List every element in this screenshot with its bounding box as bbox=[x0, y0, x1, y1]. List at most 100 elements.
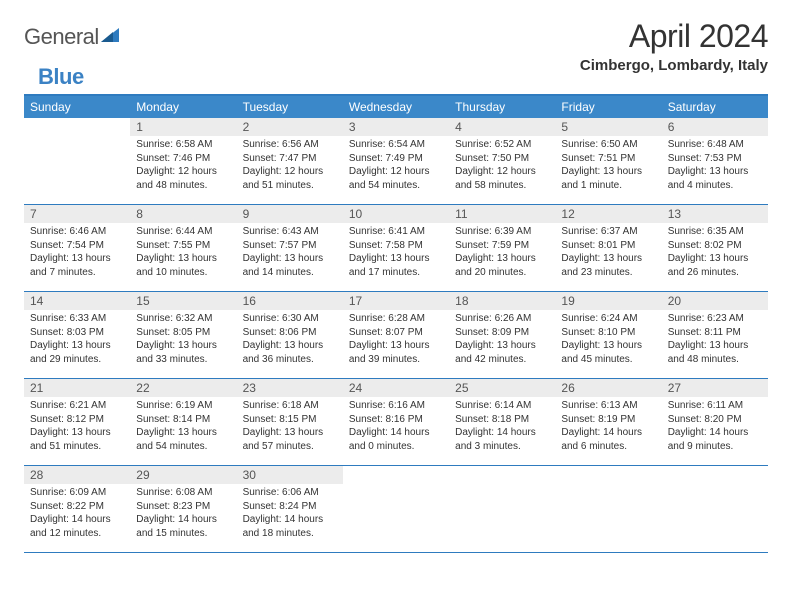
day-content: Sunrise: 6:16 AMSunset: 8:16 PMDaylight:… bbox=[343, 397, 449, 457]
day-cell: 30Sunrise: 6:06 AMSunset: 8:24 PMDayligh… bbox=[237, 466, 343, 552]
day-content: Sunrise: 6:37 AMSunset: 8:01 PMDaylight:… bbox=[555, 223, 661, 283]
week-header: SundayMondayTuesdayWednesdayThursdayFrid… bbox=[24, 96, 768, 118]
day-cell: 22Sunrise: 6:19 AMSunset: 8:14 PMDayligh… bbox=[130, 379, 236, 465]
day-number: 24 bbox=[343, 379, 449, 397]
day-cell: 20Sunrise: 6:23 AMSunset: 8:11 PMDayligh… bbox=[662, 292, 768, 378]
day-cell: 10Sunrise: 6:41 AMSunset: 7:58 PMDayligh… bbox=[343, 205, 449, 291]
day-content: Sunrise: 6:48 AMSunset: 7:53 PMDaylight:… bbox=[662, 136, 768, 196]
day-content: Sunrise: 6:44 AMSunset: 7:55 PMDaylight:… bbox=[130, 223, 236, 283]
day-cell: 11Sunrise: 6:39 AMSunset: 7:59 PMDayligh… bbox=[449, 205, 555, 291]
day-number: 17 bbox=[343, 292, 449, 310]
empty-cell bbox=[662, 466, 768, 552]
day-cell: 4Sunrise: 6:52 AMSunset: 7:50 PMDaylight… bbox=[449, 118, 555, 204]
day-cell: 14Sunrise: 6:33 AMSunset: 8:03 PMDayligh… bbox=[24, 292, 130, 378]
day-number: 23 bbox=[237, 379, 343, 397]
day-header: Friday bbox=[555, 96, 661, 118]
day-cell: 8Sunrise: 6:44 AMSunset: 7:55 PMDaylight… bbox=[130, 205, 236, 291]
day-content: Sunrise: 6:11 AMSunset: 8:20 PMDaylight:… bbox=[662, 397, 768, 457]
day-number: 16 bbox=[237, 292, 343, 310]
day-cell: 26Sunrise: 6:13 AMSunset: 8:19 PMDayligh… bbox=[555, 379, 661, 465]
day-cell: 25Sunrise: 6:14 AMSunset: 8:18 PMDayligh… bbox=[449, 379, 555, 465]
day-cell: 2Sunrise: 6:56 AMSunset: 7:47 PMDaylight… bbox=[237, 118, 343, 204]
day-content: Sunrise: 6:41 AMSunset: 7:58 PMDaylight:… bbox=[343, 223, 449, 283]
day-number: 10 bbox=[343, 205, 449, 223]
week-row: 21Sunrise: 6:21 AMSunset: 8:12 PMDayligh… bbox=[24, 379, 768, 466]
week-row: 7Sunrise: 6:46 AMSunset: 7:54 PMDaylight… bbox=[24, 205, 768, 292]
location: Cimbergo, Lombardy, Italy bbox=[580, 57, 768, 74]
day-number: 18 bbox=[449, 292, 555, 310]
empty-cell bbox=[449, 466, 555, 552]
day-header: Thursday bbox=[449, 96, 555, 118]
calendar: SundayMondayTuesdayWednesdayThursdayFrid… bbox=[24, 94, 768, 553]
day-number: 6 bbox=[662, 118, 768, 136]
day-cell: 19Sunrise: 6:24 AMSunset: 8:10 PMDayligh… bbox=[555, 292, 661, 378]
day-cell: 7Sunrise: 6:46 AMSunset: 7:54 PMDaylight… bbox=[24, 205, 130, 291]
day-cell: 5Sunrise: 6:50 AMSunset: 7:51 PMDaylight… bbox=[555, 118, 661, 204]
month-title: April 2024 bbox=[580, 18, 768, 55]
day-cell: 27Sunrise: 6:11 AMSunset: 8:20 PMDayligh… bbox=[662, 379, 768, 465]
day-content: Sunrise: 6:50 AMSunset: 7:51 PMDaylight:… bbox=[555, 136, 661, 196]
day-number: 26 bbox=[555, 379, 661, 397]
day-content: Sunrise: 6:18 AMSunset: 8:15 PMDaylight:… bbox=[237, 397, 343, 457]
day-cell: 9Sunrise: 6:43 AMSunset: 7:57 PMDaylight… bbox=[237, 205, 343, 291]
day-content: Sunrise: 6:46 AMSunset: 7:54 PMDaylight:… bbox=[24, 223, 130, 283]
empty-cell bbox=[24, 118, 130, 204]
day-content: Sunrise: 6:08 AMSunset: 8:23 PMDaylight:… bbox=[130, 484, 236, 544]
day-content: Sunrise: 6:30 AMSunset: 8:06 PMDaylight:… bbox=[237, 310, 343, 370]
day-cell: 15Sunrise: 6:32 AMSunset: 8:05 PMDayligh… bbox=[130, 292, 236, 378]
day-number: 27 bbox=[662, 379, 768, 397]
day-number: 7 bbox=[24, 205, 130, 223]
day-content: Sunrise: 6:28 AMSunset: 8:07 PMDaylight:… bbox=[343, 310, 449, 370]
day-cell: 6Sunrise: 6:48 AMSunset: 7:53 PMDaylight… bbox=[662, 118, 768, 204]
day-number: 28 bbox=[24, 466, 130, 484]
day-content: Sunrise: 6:43 AMSunset: 7:57 PMDaylight:… bbox=[237, 223, 343, 283]
day-content: Sunrise: 6:14 AMSunset: 8:18 PMDaylight:… bbox=[449, 397, 555, 457]
day-number: 3 bbox=[343, 118, 449, 136]
day-number: 29 bbox=[130, 466, 236, 484]
week-row: 1Sunrise: 6:58 AMSunset: 7:46 PMDaylight… bbox=[24, 118, 768, 205]
day-content: Sunrise: 6:39 AMSunset: 7:59 PMDaylight:… bbox=[449, 223, 555, 283]
day-cell: 23Sunrise: 6:18 AMSunset: 8:15 PMDayligh… bbox=[237, 379, 343, 465]
day-number: 12 bbox=[555, 205, 661, 223]
day-number: 15 bbox=[130, 292, 236, 310]
day-cell: 16Sunrise: 6:30 AMSunset: 8:06 PMDayligh… bbox=[237, 292, 343, 378]
day-content: Sunrise: 6:09 AMSunset: 8:22 PMDaylight:… bbox=[24, 484, 130, 544]
day-header: Wednesday bbox=[343, 96, 449, 118]
day-number: 5 bbox=[555, 118, 661, 136]
day-number: 21 bbox=[24, 379, 130, 397]
logo-text-gray: General bbox=[24, 24, 99, 50]
logo-triangle-icon bbox=[101, 26, 121, 49]
day-number: 9 bbox=[237, 205, 343, 223]
day-number: 1 bbox=[130, 118, 236, 136]
day-header: Sunday bbox=[24, 96, 130, 118]
logo: General bbox=[24, 18, 123, 50]
title-block: April 2024 Cimbergo, Lombardy, Italy bbox=[580, 18, 768, 74]
day-number: 13 bbox=[662, 205, 768, 223]
day-header: Saturday bbox=[662, 96, 768, 118]
day-cell: 17Sunrise: 6:28 AMSunset: 8:07 PMDayligh… bbox=[343, 292, 449, 378]
day-number: 14 bbox=[24, 292, 130, 310]
calendar-page: General April 2024 Cimbergo, Lombardy, I… bbox=[0, 0, 792, 571]
day-number: 2 bbox=[237, 118, 343, 136]
day-content: Sunrise: 6:32 AMSunset: 8:05 PMDaylight:… bbox=[130, 310, 236, 370]
day-content: Sunrise: 6:13 AMSunset: 8:19 PMDaylight:… bbox=[555, 397, 661, 457]
day-number: 19 bbox=[555, 292, 661, 310]
day-cell: 24Sunrise: 6:16 AMSunset: 8:16 PMDayligh… bbox=[343, 379, 449, 465]
day-cell: 29Sunrise: 6:08 AMSunset: 8:23 PMDayligh… bbox=[130, 466, 236, 552]
empty-cell bbox=[343, 466, 449, 552]
day-header: Tuesday bbox=[237, 96, 343, 118]
day-content: Sunrise: 6:54 AMSunset: 7:49 PMDaylight:… bbox=[343, 136, 449, 196]
day-content: Sunrise: 6:21 AMSunset: 8:12 PMDaylight:… bbox=[24, 397, 130, 457]
logo-text-blue: Blue bbox=[38, 64, 84, 90]
day-number: 25 bbox=[449, 379, 555, 397]
day-number: 11 bbox=[449, 205, 555, 223]
day-content: Sunrise: 6:23 AMSunset: 8:11 PMDaylight:… bbox=[662, 310, 768, 370]
day-cell: 12Sunrise: 6:37 AMSunset: 8:01 PMDayligh… bbox=[555, 205, 661, 291]
day-content: Sunrise: 6:35 AMSunset: 8:02 PMDaylight:… bbox=[662, 223, 768, 283]
day-number: 8 bbox=[130, 205, 236, 223]
day-content: Sunrise: 6:58 AMSunset: 7:46 PMDaylight:… bbox=[130, 136, 236, 196]
day-number: 22 bbox=[130, 379, 236, 397]
day-cell: 13Sunrise: 6:35 AMSunset: 8:02 PMDayligh… bbox=[662, 205, 768, 291]
day-content: Sunrise: 6:19 AMSunset: 8:14 PMDaylight:… bbox=[130, 397, 236, 457]
day-content: Sunrise: 6:56 AMSunset: 7:47 PMDaylight:… bbox=[237, 136, 343, 196]
